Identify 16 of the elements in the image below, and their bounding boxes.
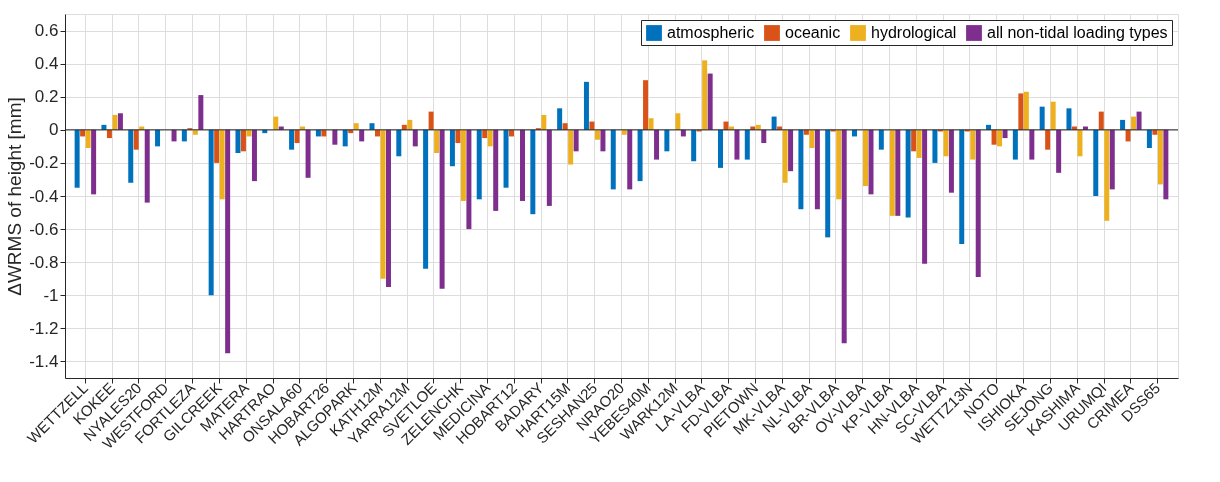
y-axis-title: ΔWRMS of height [mm] bbox=[4, 97, 26, 296]
legend-label: oceanic bbox=[785, 24, 841, 41]
y-tick-label: -0.2 bbox=[29, 153, 59, 173]
y-tick-label: -1.2 bbox=[29, 318, 59, 338]
y-tick-label: -0.8 bbox=[29, 252, 59, 272]
y-tick-label: 0.4 bbox=[34, 54, 59, 74]
y-tick-label: -0.6 bbox=[29, 219, 59, 239]
y-tick-label: 0.6 bbox=[34, 21, 59, 41]
y-tick-label: 0 bbox=[49, 120, 59, 140]
y-tick-label: -1.4 bbox=[29, 351, 59, 371]
y-tick-label: -1 bbox=[43, 285, 59, 305]
y-tick-label: -0.4 bbox=[29, 186, 59, 206]
legend-label: atmospheric bbox=[667, 24, 755, 41]
y-tick-label: 0.2 bbox=[34, 87, 59, 107]
legend-label: hydrological bbox=[871, 24, 957, 41]
legend-label: all non-tidal loading types bbox=[987, 24, 1168, 41]
